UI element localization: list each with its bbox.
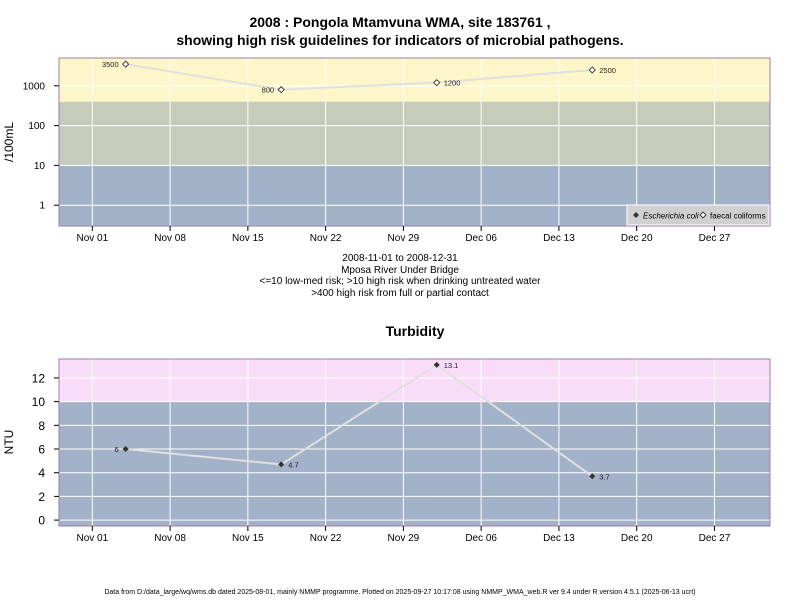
micro-series-line xyxy=(125,63,593,91)
turb-xtick-label: Dec 20 xyxy=(621,533,653,544)
turb-ytick-label: 12 xyxy=(32,371,46,385)
turb-xtick-label: Dec 27 xyxy=(699,533,731,544)
micro-legend: Escherichia coli faecal coliforms xyxy=(626,204,770,226)
micro-data-label: 3500 xyxy=(102,60,119,69)
micro-x-axis: Nov 01 Nov 08 Nov 15 Nov 22 Nov 29 Dec 06 Dec … xyxy=(76,226,731,244)
micro-point xyxy=(277,86,285,94)
turb-series: 6 4.7 13.1 3.7 xyxy=(114,361,609,481)
micro-data-label: 2500 xyxy=(599,66,616,75)
turb-xtick-label: Dec 06 xyxy=(465,533,497,544)
turb-point xyxy=(278,461,285,468)
micro-band-1 xyxy=(59,101,770,166)
micro-point xyxy=(122,60,130,68)
micro-ytick-label: 100 xyxy=(28,121,45,132)
micro-point xyxy=(433,79,441,87)
turb-ytick-label: 8 xyxy=(38,419,45,433)
footer-note: Data from D:/data_large/wq/wms.db dated … xyxy=(104,589,696,596)
subtitle-guideline-contact: >400 high risk from full or partial cont… xyxy=(311,287,489,299)
micro-y-axis: 1 10 100 1000 xyxy=(23,81,59,212)
subtitle-date-range: 2008-11-01 to 2008-12-31 xyxy=(342,253,458,264)
micro-y-label: /100mL xyxy=(2,122,16,162)
micro-ytick-label: 1000 xyxy=(23,81,46,92)
turb-point xyxy=(589,473,596,480)
micro-grid xyxy=(59,58,770,226)
turb-point xyxy=(433,361,440,368)
turb-data-label: 6 xyxy=(114,445,118,454)
micro-plot-frame xyxy=(58,57,771,227)
subtitle-site-name: Mposa River Under Bridge xyxy=(341,264,459,276)
turb-xtick-label: Nov 22 xyxy=(310,533,342,544)
micro-xtick-label: Nov 22 xyxy=(310,233,342,244)
turb-data-label: 3.7 xyxy=(599,472,609,481)
legend-marker-ecoli xyxy=(633,212,639,218)
turb-plot-frame xyxy=(58,358,771,527)
turb-ytick-label: 4 xyxy=(38,466,45,480)
turb-y-label: NTU xyxy=(2,430,16,455)
micro-series: 3500 800 1200 2500 xyxy=(102,60,616,95)
turb-data-label: 4.7 xyxy=(288,460,298,469)
chart-title-line2: showing high risk guidelines for indicat… xyxy=(176,32,624,48)
legend-box xyxy=(626,204,770,226)
turb-xtick-label: Nov 08 xyxy=(154,533,186,544)
micro-point xyxy=(588,66,596,74)
chart-title-line1: 2008 : Pongola Mtamvuna WMA, site 183761… xyxy=(249,14,551,30)
turb-y-axis: 0 2 4 6 8 10 12 xyxy=(32,371,59,528)
turb-grid xyxy=(59,359,770,526)
turb-x-axis: Nov 01 Nov 08 Nov 15 Nov 22 Nov 29 Dec 06 Dec … xyxy=(76,526,731,544)
turb-xtick-label: Dec 13 xyxy=(543,533,575,544)
micro-xtick-label: Dec 13 xyxy=(543,233,575,244)
turb-ytick-label: 2 xyxy=(38,490,45,504)
micro-ytick-label: 1 xyxy=(39,201,45,212)
turb-ytick-label: 6 xyxy=(38,443,45,457)
turb-point xyxy=(122,446,129,453)
turb-series-line xyxy=(125,363,593,478)
turb-bands xyxy=(59,359,770,526)
legend-label-faecal: faecal coliforms xyxy=(710,212,766,221)
turbidity-title: Turbidity xyxy=(385,323,445,339)
micro-xtick-label: Nov 01 xyxy=(76,233,108,244)
legend-label-ecoli: Escherichia coli xyxy=(643,212,699,221)
micro-xtick-label: Dec 27 xyxy=(699,233,731,244)
turb-xtick-label: Nov 15 xyxy=(232,533,264,544)
legend-marker-faecal xyxy=(699,211,707,219)
micro-band-2 xyxy=(59,58,770,102)
subtitle-guideline-drinking: <=10 low-med risk; >10 high risk when dr… xyxy=(259,276,541,287)
micro-xtick-label: Nov 15 xyxy=(232,233,264,244)
micro-data-label: 1200 xyxy=(444,79,461,88)
micro-data-label: 800 xyxy=(262,86,275,95)
turb-data-label: 13.1 xyxy=(444,361,459,370)
micro-ytick-label: 10 xyxy=(34,161,46,172)
turb-ytick-label: 10 xyxy=(32,395,46,409)
micro-xtick-label: Nov 29 xyxy=(388,233,420,244)
micro-xtick-label: Nov 08 xyxy=(154,233,186,244)
turb-band-0 xyxy=(59,401,770,526)
micro-xtick-label: Dec 20 xyxy=(621,233,653,244)
turb-xtick-label: Nov 29 xyxy=(388,533,420,544)
turb-xtick-label: Nov 01 xyxy=(76,533,108,544)
micro-xtick-label: Dec 06 xyxy=(465,233,497,244)
turb-ytick-label: 0 xyxy=(38,514,45,528)
